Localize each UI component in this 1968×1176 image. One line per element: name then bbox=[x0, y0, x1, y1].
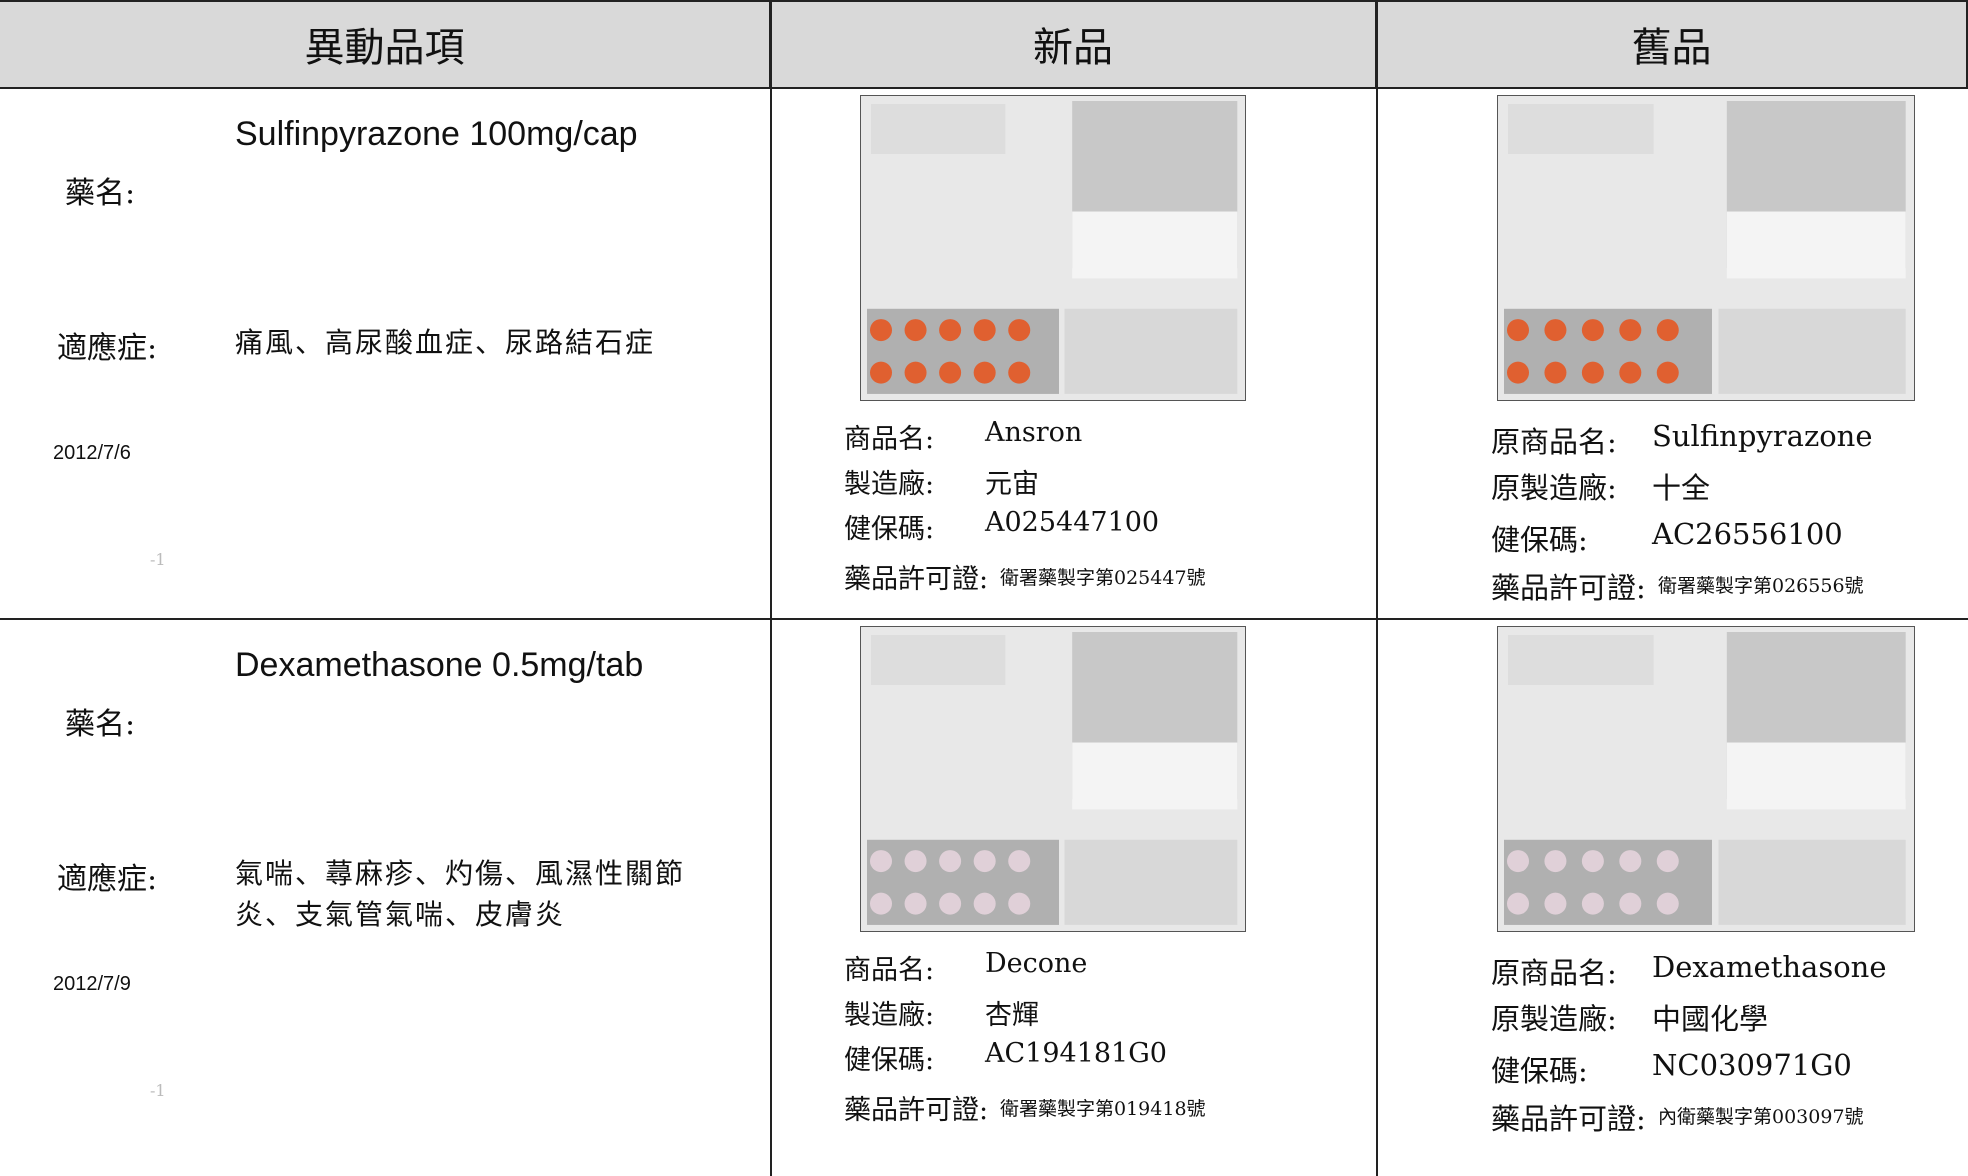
drug-label: 藥名: bbox=[65, 176, 136, 211]
field-label: 藥品許可證: bbox=[1491, 571, 1646, 605]
field-value: 十全 bbox=[1652, 471, 1711, 505]
photo-art bbox=[1504, 101, 1906, 394]
field-value: A025447100 bbox=[985, 507, 1160, 538]
product-photo bbox=[1497, 626, 1915, 932]
field-value: 衛署藥製字第025447號 bbox=[1000, 567, 1206, 589]
field-value: Decone bbox=[985, 948, 1088, 979]
field-value: AC26556100 bbox=[1652, 517, 1843, 551]
field-value: AC194181G0 bbox=[985, 1038, 1167, 1069]
field-label: 藥品許可證: bbox=[1491, 1102, 1646, 1136]
drug-label: 藥名: bbox=[65, 707, 136, 742]
indication-label: 適應症: bbox=[57, 862, 158, 897]
drug-name: Sulfinpyrazone 100mg/cap bbox=[235, 115, 638, 153]
product-photo bbox=[860, 626, 1246, 932]
header-cell: 異動品項 bbox=[0, 0, 771, 88]
line bbox=[1376, 0, 1378, 1176]
field-value: 內衛藥製字第003097號 bbox=[1658, 1106, 1864, 1128]
product-photo bbox=[860, 95, 1246, 401]
field-label: 商品名: bbox=[844, 424, 935, 455]
field-value: 衛署藥製字第026556號 bbox=[1658, 575, 1864, 597]
field-label: 藥品許可證: bbox=[844, 1095, 989, 1126]
indication: 痛風、高尿酸血症、尿路結石症 bbox=[235, 326, 656, 359]
header-cell: 新品 bbox=[771, 0, 1377, 88]
indication-label: 適應症: bbox=[57, 331, 158, 366]
field-label: 健保碼: bbox=[1491, 1054, 1588, 1088]
indication: 氣喘、蕁麻疹、灼傷、風濕性關節炎、支氣管氣喘、皮膚炎 bbox=[235, 857, 686, 931]
field-value: NC030971G0 bbox=[1652, 1048, 1852, 1082]
header-cell: 舊品 bbox=[1377, 0, 1968, 88]
line bbox=[0, 87, 1968, 89]
field-value: Ansron bbox=[985, 417, 1083, 448]
field-value: 中國化學 bbox=[1652, 1002, 1769, 1036]
field-label: 原商品名: bbox=[1491, 425, 1617, 459]
date: 2012/7/6 bbox=[53, 442, 131, 464]
note: -1 bbox=[150, 550, 166, 569]
field-label: 原商品名: bbox=[1491, 956, 1617, 990]
field-label: 製造廠: bbox=[844, 469, 935, 500]
photo-art bbox=[867, 632, 1238, 925]
drug-name: Dexamethasone 0.5mg/tab bbox=[235, 646, 644, 684]
field-label: 藥品許可證: bbox=[844, 564, 989, 595]
line bbox=[0, 0, 1968, 2]
field-value: 杏輝 bbox=[985, 1000, 1039, 1031]
product-photo bbox=[1497, 95, 1915, 401]
field-value: Dexamethasone bbox=[1652, 950, 1887, 984]
field-label: 商品名: bbox=[844, 955, 935, 986]
field-value: 衛署藥製字第019418號 bbox=[1000, 1098, 1206, 1120]
line bbox=[0, 618, 1968, 620]
field-label: 製造廠: bbox=[844, 1000, 935, 1031]
note: -1 bbox=[150, 1081, 166, 1100]
field-value: 元宙 bbox=[985, 469, 1039, 500]
line bbox=[770, 0, 772, 1176]
field-label: 原製造廠: bbox=[1491, 1002, 1617, 1036]
field-label: 健保碼: bbox=[1491, 523, 1588, 557]
field-value: Sulfinpyrazone bbox=[1652, 419, 1873, 453]
field-label: 健保碼: bbox=[844, 514, 935, 545]
photo-art bbox=[867, 101, 1238, 394]
photo-art bbox=[1504, 632, 1906, 925]
field-label: 原製造廠: bbox=[1491, 471, 1617, 505]
date: 2012/7/9 bbox=[53, 973, 131, 995]
field-label: 健保碼: bbox=[844, 1045, 935, 1076]
